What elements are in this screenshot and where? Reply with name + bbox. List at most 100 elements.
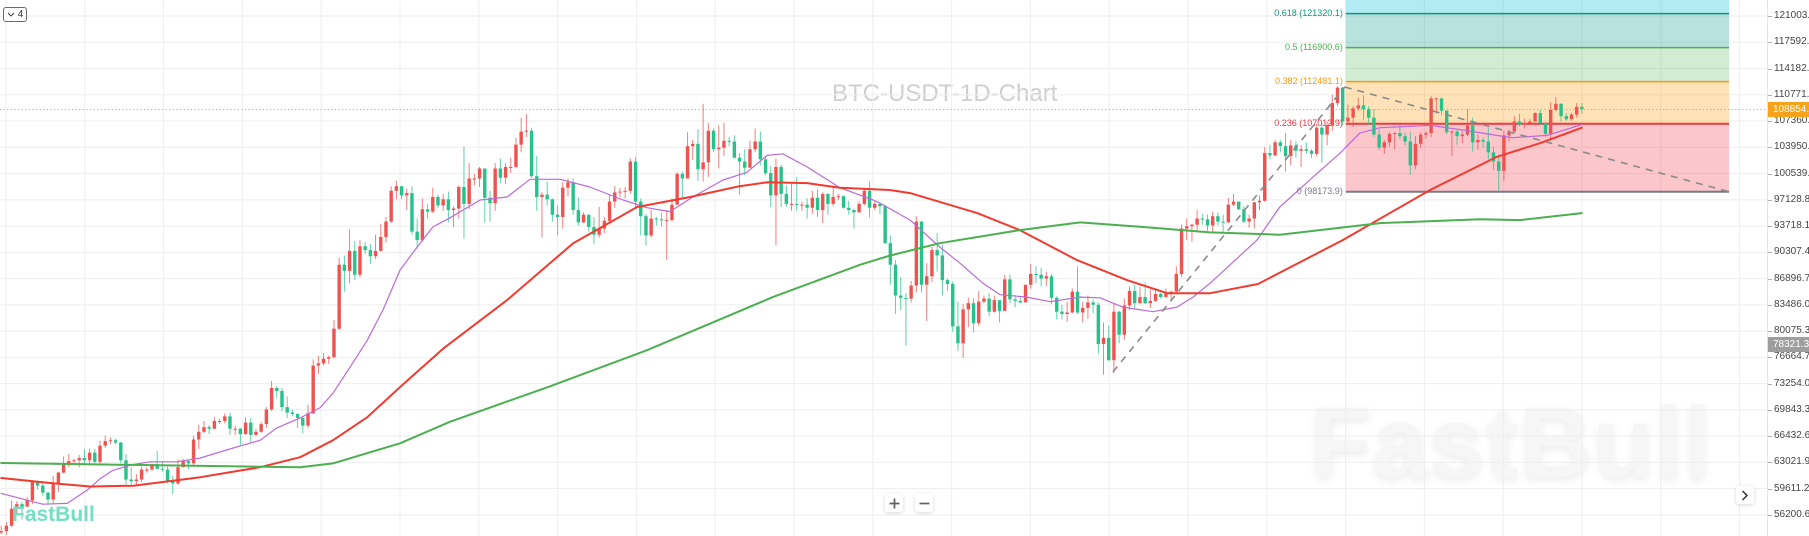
candle bbox=[493, 163, 497, 211]
candle bbox=[0, 525, 3, 535]
candle bbox=[1367, 106, 1371, 126]
candle bbox=[1325, 121, 1329, 146]
candle bbox=[1548, 102, 1553, 139]
candle bbox=[1039, 267, 1043, 287]
fastbull-logo: FastBull bbox=[12, 503, 95, 526]
candle bbox=[160, 461, 165, 472]
candle bbox=[841, 195, 846, 209]
candle bbox=[1263, 146, 1267, 202]
dashed-trendline[interactable] bbox=[1344, 86, 1730, 193]
candle bbox=[145, 467, 149, 473]
trendlines[interactable] bbox=[1112, 86, 1730, 373]
candle bbox=[306, 404, 310, 428]
price-axis-label: 97128.8 bbox=[1768, 193, 1809, 205]
fib-level-label-0236: 0.236 (107012.9) bbox=[1274, 118, 1343, 129]
candle bbox=[30, 481, 35, 505]
candle bbox=[1299, 145, 1303, 167]
price-axis-label: 56200.6 bbox=[1768, 508, 1809, 520]
fibonacci-zones[interactable] bbox=[1345, 0, 1730, 192]
fibonacci-lines[interactable] bbox=[1345, 12, 1730, 193]
scroll-to-latest-button[interactable] bbox=[1736, 486, 1754, 504]
candle bbox=[1195, 210, 1199, 233]
price-axis-label: 86896.7 bbox=[1768, 272, 1809, 284]
candle bbox=[405, 188, 409, 211]
candle bbox=[207, 424, 211, 435]
candle bbox=[446, 191, 451, 223]
candle bbox=[753, 128, 757, 153]
candle bbox=[1117, 310, 1121, 344]
price-axis-label: 83486.0 bbox=[1768, 298, 1809, 310]
candle bbox=[488, 190, 492, 222]
candle bbox=[1476, 134, 1480, 150]
candle bbox=[1273, 139, 1277, 157]
candle bbox=[1517, 113, 1522, 127]
candle bbox=[25, 497, 29, 508]
candle bbox=[311, 359, 315, 415]
ma-purple-line bbox=[0, 123, 1583, 505]
candle bbox=[540, 192, 544, 238]
candle bbox=[1247, 214, 1251, 228]
candle bbox=[342, 255, 347, 292]
candle bbox=[1138, 287, 1142, 304]
candle bbox=[1055, 296, 1059, 320]
candle bbox=[269, 380, 274, 412]
candle bbox=[1096, 302, 1101, 354]
chart-title-watermark: BTC-USDT-1D-Chart bbox=[832, 80, 1058, 107]
price-marker-badge: 78321.3 bbox=[1768, 337, 1809, 353]
candle bbox=[337, 257, 341, 331]
candle bbox=[93, 448, 97, 464]
candle bbox=[1387, 132, 1392, 147]
candle bbox=[961, 303, 965, 358]
moving-averages bbox=[0, 123, 1583, 505]
candle bbox=[1470, 117, 1475, 152]
candle bbox=[1496, 154, 1501, 192]
dashed-trendline[interactable] bbox=[1112, 86, 1346, 373]
candle bbox=[1304, 142, 1309, 154]
price-axis[interactable]: 121003.5 117592.9 114182.2 110771.5 1073… bbox=[1767, 0, 1809, 536]
zoom-in-button[interactable] bbox=[885, 494, 903, 512]
ma-red-line bbox=[0, 126, 1583, 488]
price-axis-label: 66432.6 bbox=[1768, 430, 1809, 442]
price-axis-label: 114182.2 bbox=[1768, 63, 1809, 75]
candle bbox=[821, 192, 825, 224]
chart-canvas[interactable]: BTC-USDT-1D-Chart FastBull 0.618 (121320… bbox=[0, 0, 1767, 536]
candle bbox=[992, 295, 997, 313]
candle bbox=[914, 216, 919, 293]
candle bbox=[1315, 123, 1319, 157]
candle bbox=[1070, 288, 1075, 314]
candle bbox=[1424, 131, 1428, 139]
candle bbox=[415, 218, 419, 249]
candle bbox=[1439, 97, 1444, 116]
candle bbox=[545, 181, 549, 206]
candle bbox=[847, 200, 851, 215]
candle bbox=[1361, 95, 1366, 120]
candle bbox=[233, 425, 237, 435]
indicator-legend-toggle[interactable]: 4 bbox=[3, 7, 27, 22]
candle bbox=[925, 263, 929, 321]
candle bbox=[1029, 263, 1033, 289]
candle bbox=[275, 386, 279, 398]
candle bbox=[1533, 112, 1537, 123]
candle bbox=[1049, 273, 1054, 304]
zoom-out-button[interactable] bbox=[915, 494, 933, 512]
candle bbox=[1309, 149, 1314, 158]
price-axis-label: 100539.4 bbox=[1768, 168, 1809, 180]
candle bbox=[67, 454, 71, 468]
candle bbox=[956, 301, 960, 351]
candle bbox=[1205, 214, 1210, 231]
price-axis-label: 80075.3 bbox=[1768, 325, 1809, 337]
chart-plot[interactable] bbox=[0, 0, 1767, 536]
candle bbox=[1200, 213, 1205, 225]
candle bbox=[852, 208, 856, 229]
fib-level-label-0618: 0.618 (121320.1) bbox=[1274, 8, 1343, 19]
candle bbox=[1174, 266, 1179, 293]
candle bbox=[321, 353, 326, 366]
candle bbox=[1257, 195, 1262, 211]
candle bbox=[1018, 297, 1023, 304]
candle bbox=[373, 234, 378, 260]
candle bbox=[503, 163, 508, 184]
candle bbox=[691, 139, 695, 161]
candle bbox=[940, 244, 945, 296]
candle bbox=[1413, 136, 1418, 170]
candle bbox=[810, 190, 815, 214]
